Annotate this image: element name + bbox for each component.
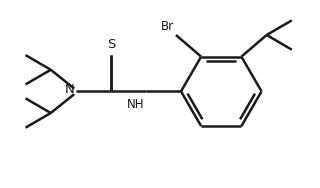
Text: N: N [64,83,74,96]
Text: Br: Br [161,20,174,33]
Text: S: S [107,38,115,51]
Text: NH: NH [127,98,144,111]
